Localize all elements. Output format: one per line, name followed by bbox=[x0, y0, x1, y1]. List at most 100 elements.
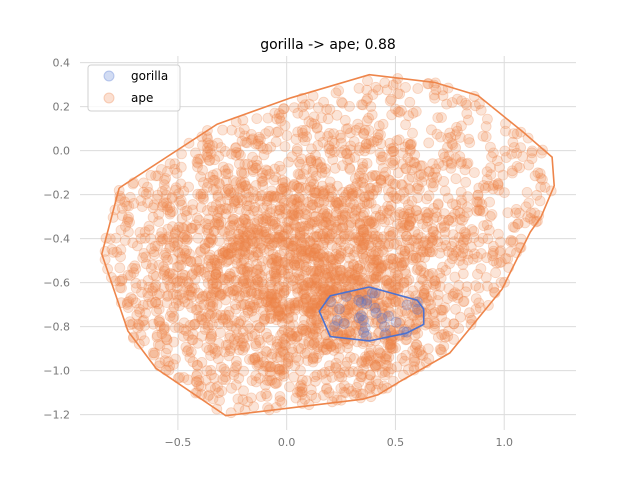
scatter-point bbox=[450, 173, 462, 185]
scatter-point bbox=[114, 262, 126, 274]
scatter-point bbox=[372, 316, 383, 328]
scatter-point bbox=[292, 107, 304, 119]
scatter-point bbox=[296, 124, 308, 136]
scatter-point bbox=[399, 355, 411, 367]
scatter-point bbox=[306, 199, 318, 211]
scatter-point bbox=[254, 372, 265, 384]
scatter-point bbox=[196, 356, 208, 368]
scatter-point bbox=[373, 254, 384, 266]
scatter-point bbox=[249, 236, 261, 248]
scatter-point bbox=[299, 393, 311, 405]
scatter-point bbox=[418, 287, 430, 299]
scatter-point bbox=[264, 366, 276, 378]
scatter-point bbox=[422, 343, 434, 355]
scatter-point bbox=[352, 318, 364, 330]
scatter-point bbox=[325, 184, 337, 195]
scatter-point bbox=[222, 230, 234, 242]
scatter-point bbox=[236, 178, 247, 190]
scatter-point bbox=[255, 242, 267, 254]
scatter-point bbox=[510, 207, 522, 219]
scatter-point bbox=[343, 230, 355, 242]
scatter-point bbox=[364, 217, 376, 229]
scatter-point bbox=[355, 296, 367, 308]
scatter-point bbox=[288, 240, 299, 252]
scatter-point bbox=[307, 328, 319, 340]
scatter-point bbox=[201, 181, 213, 193]
legend: gorilla ape bbox=[87, 64, 181, 112]
scatter-point bbox=[436, 329, 448, 341]
scatter-point bbox=[216, 204, 228, 216]
scatter-point bbox=[385, 200, 397, 212]
scatter-point bbox=[305, 181, 317, 193]
scatter-point bbox=[230, 253, 242, 265]
scatter-point bbox=[301, 282, 313, 294]
scatter-point bbox=[474, 205, 486, 217]
scatter-point bbox=[305, 277, 317, 289]
scatter-point bbox=[182, 374, 194, 386]
scatter-point bbox=[412, 83, 424, 94]
scatter-point bbox=[259, 313, 271, 325]
scatter-point bbox=[418, 288, 430, 300]
scatter-point bbox=[447, 139, 459, 151]
scatter-point bbox=[167, 359, 179, 371]
scatter-point bbox=[239, 180, 251, 192]
scatter-point bbox=[278, 103, 290, 115]
scatter-point bbox=[284, 327, 296, 339]
scatter-point bbox=[333, 318, 344, 330]
scatter-point bbox=[481, 113, 493, 125]
scatter-point bbox=[291, 143, 303, 155]
scatter-point bbox=[532, 167, 544, 179]
scatter-point bbox=[251, 113, 263, 124]
scatter-point bbox=[327, 258, 339, 270]
scatter-point bbox=[286, 240, 298, 252]
scatter-point bbox=[224, 268, 236, 280]
scatter-point bbox=[161, 333, 173, 345]
scatter-point bbox=[310, 156, 322, 168]
y-tick-label: −1.0 bbox=[43, 365, 70, 378]
scatter-point bbox=[309, 323, 321, 335]
scatter-point bbox=[318, 188, 330, 200]
scatter-point bbox=[330, 281, 342, 293]
scatter-point bbox=[357, 295, 369, 307]
scatter-point bbox=[436, 112, 447, 123]
scatter-point bbox=[114, 275, 126, 287]
scatter-point bbox=[428, 316, 440, 327]
x-tick-label: 1.0 bbox=[495, 436, 513, 449]
y-tick-label: −0.6 bbox=[43, 277, 70, 290]
scatter-point bbox=[291, 283, 303, 295]
scatter-point bbox=[212, 137, 224, 149]
scatter-point bbox=[480, 272, 492, 283]
scatter-point bbox=[359, 356, 371, 368]
scatter-point bbox=[251, 264, 263, 276]
scatter-point bbox=[268, 191, 279, 203]
scatter-point bbox=[390, 192, 402, 204]
scatter-point bbox=[260, 215, 272, 227]
scatter-point bbox=[337, 221, 349, 233]
scatter-point bbox=[457, 268, 469, 280]
scatter-point bbox=[344, 366, 355, 378]
scatter-point bbox=[160, 347, 172, 359]
scatter-point bbox=[232, 233, 244, 245]
scatter-point bbox=[205, 350, 217, 362]
scatter-point bbox=[439, 151, 451, 163]
scatter-point bbox=[181, 210, 192, 221]
scatter-point bbox=[525, 207, 537, 219]
scatter-point bbox=[260, 128, 272, 140]
scatter-point bbox=[253, 297, 265, 308]
scatter-point bbox=[211, 345, 223, 357]
scatter-point bbox=[321, 343, 333, 355]
scatter-point bbox=[457, 259, 469, 270]
scatter-point bbox=[194, 255, 205, 267]
scatter-point bbox=[385, 338, 397, 350]
scatter-point bbox=[268, 192, 280, 204]
scatter-point bbox=[284, 320, 295, 332]
scatter-point bbox=[278, 195, 290, 207]
scatter-point bbox=[235, 176, 247, 188]
scatter-point bbox=[163, 268, 175, 280]
scatter-point bbox=[178, 185, 190, 197]
scatter-point bbox=[384, 342, 396, 354]
scatter-point bbox=[427, 232, 439, 243]
scatter-point bbox=[477, 232, 489, 244]
scatter-point bbox=[283, 351, 295, 363]
scatter-point bbox=[534, 195, 546, 207]
